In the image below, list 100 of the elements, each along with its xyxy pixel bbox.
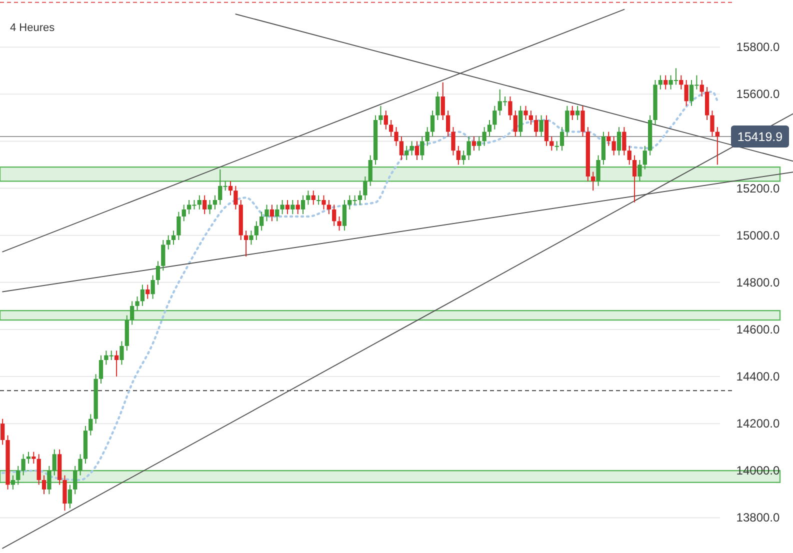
candlestick [524,105,528,121]
candlestick [300,194,306,215]
candlestick [410,140,414,156]
candlestick [326,200,331,215]
candlestick [10,474,16,490]
candlestick [664,74,668,90]
candlestick [363,176,368,201]
candlestick [234,185,238,210]
candlestick [208,200,212,215]
candlestick [627,145,632,166]
candlestick [146,284,150,300]
y-tick-label: 14800.0 [736,275,780,290]
candlestick [601,131,606,166]
candlestick [98,354,104,384]
y-tick-label: 14200.0 [736,416,780,431]
candlestick [554,140,559,152]
candlestick [487,120,492,137]
y-tick-label: 15000.0 [736,228,780,242]
candlestick [430,110,435,137]
candlestick [638,160,642,182]
candlestick [202,194,207,215]
candlestick [632,154,637,203]
candlestick [534,114,538,137]
candlestick [436,91,440,121]
candlestick [32,451,36,464]
y-tick-label: 15600.0 [736,87,780,102]
candlestick [254,220,258,241]
y-tick-label: 14400.0 [736,370,780,384]
ref-line-label: 15419.9 [737,130,783,144]
candlestick [591,171,596,192]
candlestick [36,454,41,486]
candlestick [166,234,170,250]
candlestick [270,204,274,222]
candlestick [322,194,326,210]
candlestick [228,180,233,196]
candlestick [368,154,372,186]
candlestick [710,110,714,137]
candlestick [642,145,647,170]
candlestick [212,194,218,210]
candlestick [358,190,362,206]
candlestick [508,96,512,121]
candlestick [700,80,704,97]
candlestick [285,200,290,215]
candlestick [612,136,616,156]
candlestick [658,74,663,90]
candlestick [47,465,52,495]
candlestick [171,230,176,246]
candlestick [378,105,383,126]
y-tick-label: 15800.0 [736,40,780,54]
candlestick [68,484,72,509]
candlestick [264,204,269,222]
candlestick [161,240,166,272]
candlestick [316,194,321,206]
candlestick [394,126,398,146]
candlestick [482,126,486,146]
candlestick [446,110,450,137]
candlestick [425,126,430,146]
y-tick-label: 15200.0 [736,181,780,196]
candlestick [565,105,570,137]
candlestick [73,465,78,495]
candlestick [182,204,186,222]
candlestick [462,150,466,166]
candlestick [704,86,710,121]
candlestick [52,448,56,476]
candlestick [596,154,600,186]
candlestick [414,140,420,161]
candlestick [120,340,124,366]
candlestick [477,136,482,152]
candlestick [472,136,476,152]
candlestick [26,451,31,464]
candlestick [244,230,248,257]
candlestick [518,105,523,137]
candlestick [249,230,254,246]
candlestick [684,80,688,106]
candlestick [622,126,626,156]
candlestick [513,110,518,137]
candlestick [290,200,295,215]
candlestick [580,105,585,137]
candlestick [616,126,622,156]
candlestick [384,110,388,130]
candlestick [332,204,336,226]
candlestick [280,200,284,215]
candlestick [16,465,20,486]
text: 4 Heures [10,22,56,34]
candlestick [296,200,300,215]
candlestick [466,136,471,161]
candlestick [342,200,347,232]
candlestick [451,126,456,156]
candlestick [150,274,155,300]
candlestick [156,260,160,286]
candlestick [539,114,544,137]
candlestick [311,190,316,206]
candlestick [275,204,280,222]
candlestick [337,216,342,232]
candlestick [492,105,497,130]
candlestick [544,114,549,146]
candlestick [420,136,424,161]
y-tick-label: 13800.0 [736,510,780,525]
candlestick [130,300,134,326]
candlestick [456,145,460,166]
